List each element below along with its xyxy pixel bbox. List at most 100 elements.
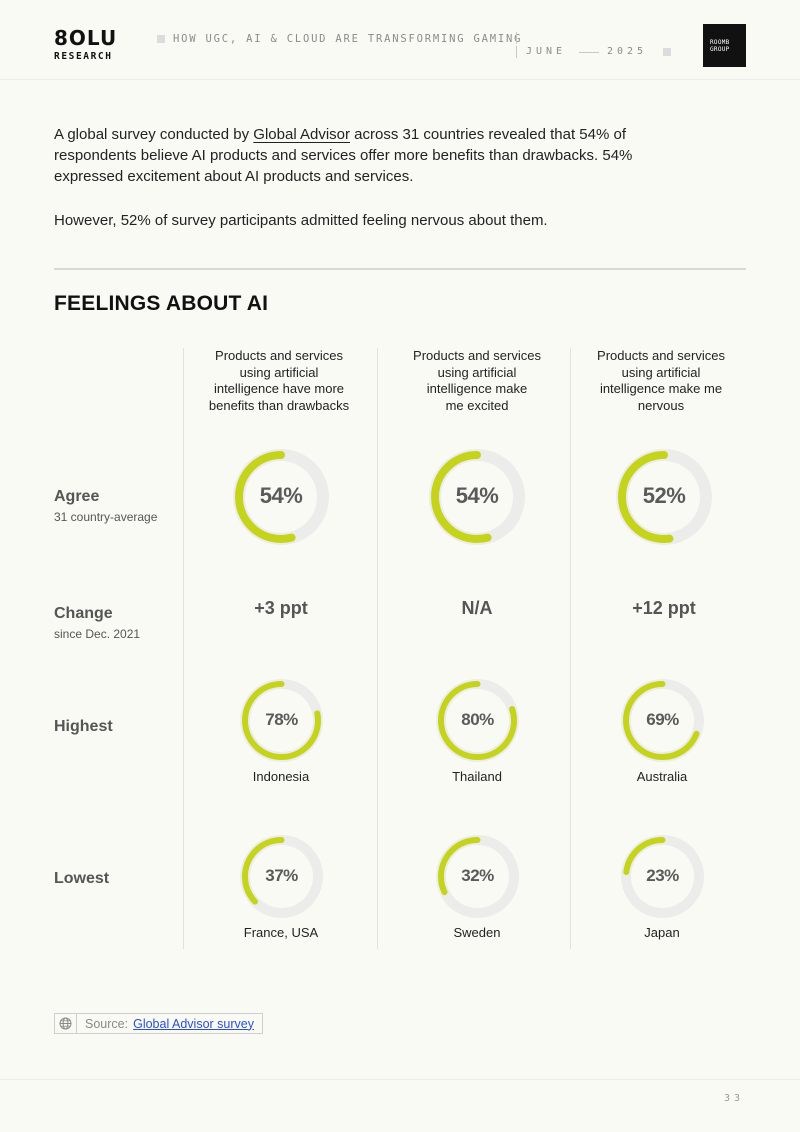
lowest-country-excited: Sweden — [453, 925, 501, 940]
lowest-donut-benefits: 37% — [239, 834, 324, 919]
change-value-nervous: +12 ppt — [632, 598, 696, 618]
donut-progress-arc — [438, 837, 517, 916]
column-header-line: me excited — [445, 397, 509, 413]
header-square-icon — [663, 48, 671, 56]
page-header: 8OLU RESEARCH HOW UGC, AI & CLOUD ARE TR… — [0, 0, 800, 80]
partner-logo[interactable]: ROOMB GROUP — [703, 24, 746, 67]
row-label-change: Change — [54, 605, 113, 622]
intro-text: across 31 countries revealed that 54% of… — [54, 126, 633, 185]
donut-value: 80% — [461, 709, 494, 729]
column-divider — [377, 348, 378, 949]
donut-progress-arc — [431, 451, 523, 543]
donut-value: 52% — [642, 483, 686, 509]
column-header-line: nervous — [637, 397, 685, 413]
donut-hole — [441, 461, 513, 533]
row-label-agree: Agree — [54, 488, 100, 505]
column-header-line: Products and services — [597, 348, 725, 363]
footer-divider — [0, 1079, 800, 1080]
donut-hole — [631, 845, 694, 908]
page-number: 33 — [724, 1093, 745, 1104]
column-divider — [183, 348, 184, 949]
partner-logo-line: GROUP — [710, 46, 730, 53]
brand-logo-subtitle: RESEARCH — [54, 51, 113, 62]
agree-donut-benefits: 54% — [232, 448, 330, 546]
highest-donut-nervous: 69% — [620, 678, 705, 763]
report-year: 2025 — [607, 46, 648, 57]
globe-icon — [55, 1014, 77, 1033]
donut-value: 37% — [265, 865, 298, 885]
donut-progress-arc — [618, 451, 710, 543]
report-title: HOW UGC, AI & CLOUD ARE TRANSFORMING GAM… — [173, 33, 523, 45]
column-header-line: intelligence have more — [213, 381, 345, 396]
donut-value: 78% — [265, 709, 298, 729]
lowest-donut-excited: 32% — [435, 834, 520, 919]
column-header-excited: Products and services using artificial i… — [387, 348, 567, 414]
intro-paragraph-2: However, 52% of survey participants admi… — [54, 212, 548, 229]
donut-hole — [446, 689, 509, 752]
highest-country-benefits: Indonesia — [252, 769, 310, 784]
donut-value: 32% — [461, 865, 494, 885]
donut-progress-arc — [623, 837, 702, 916]
row-sublabel-change: since Dec. 2021 — [54, 627, 141, 641]
row-label-highest: Highest — [54, 718, 113, 735]
donut-hole — [628, 461, 700, 533]
row-sublabel-agree: 31 country-average — [54, 510, 158, 524]
donut-chart — [436, 679, 519, 762]
column-header-line: using artificial — [437, 364, 517, 380]
donut-progress-arc — [623, 681, 702, 760]
donut-hole — [250, 845, 313, 908]
donut-hole — [245, 461, 317, 533]
intro-text: A global survey conducted by — [54, 126, 254, 143]
column-header-benefits: Products and services using artificial i… — [189, 348, 369, 414]
section-divider — [54, 268, 746, 270]
source-link[interactable]: Global Advisor survey — [133, 1016, 254, 1031]
donut-chart — [436, 835, 519, 918]
intro-paragraph: A global survey conducted by Global Advi… — [54, 124, 694, 187]
date-separator — [579, 52, 599, 53]
highest-country-excited: Thailand — [452, 769, 502, 784]
change-value-excited: N/A — [461, 598, 493, 618]
column-header-line: Products and services — [413, 348, 541, 363]
donut-hole — [250, 689, 313, 752]
column-header-line: intelligence make me — [599, 381, 723, 396]
column-header-line: intelligence make — [426, 381, 528, 396]
brand-logo[interactable]: 8OLU — [54, 26, 118, 50]
donut-chart — [621, 835, 704, 918]
donut-value: 23% — [646, 865, 679, 885]
donut-progress-arc — [242, 681, 321, 760]
header-divider — [516, 32, 517, 44]
report-month: JUNE — [526, 46, 567, 57]
donut-value: 54% — [259, 483, 303, 509]
highest-country-nervous: Australia — [636, 769, 688, 784]
column-divider — [570, 348, 571, 949]
donut-chart — [429, 449, 525, 545]
agree-donut-excited: 54% — [428, 448, 526, 546]
column-header-nervous: Products and services using artificial i… — [571, 348, 751, 414]
source-box: Source: Global Advisor survey — [54, 1013, 263, 1034]
agree-donut-nervous: 52% — [615, 448, 713, 546]
donut-chart — [616, 449, 712, 545]
donut-chart — [240, 679, 323, 762]
lowest-country-benefits: France, USA — [243, 925, 319, 940]
donut-value: 54% — [455, 483, 499, 509]
column-header-line: benefits than drawbacks — [208, 397, 350, 413]
source-text: Source: Global Advisor survey — [77, 1017, 262, 1031]
lowest-donut-nervous: 23% — [620, 834, 705, 919]
lowest-country-nervous: Japan — [644, 925, 680, 940]
highest-donut-benefits: 78% — [239, 678, 324, 763]
column-header-line: using artificial — [239, 364, 319, 380]
donut-progress-arc — [235, 451, 327, 543]
partner-logo-line: ROOMB — [710, 39, 730, 46]
column-header-line: Products and services — [215, 348, 343, 363]
donut-progress-arc — [438, 681, 517, 760]
donut-hole — [446, 845, 509, 908]
donut-chart — [233, 449, 329, 545]
source-label: Source: — [85, 1016, 129, 1031]
section-title: FEELINGS ABOUT AI — [54, 292, 269, 315]
row-label-lowest: Lowest — [54, 870, 110, 887]
donut-value: 69% — [646, 709, 679, 729]
global-advisor-link[interactable]: Global Advisor — [253, 126, 351, 143]
donut-chart — [240, 835, 323, 918]
donut-hole — [631, 689, 694, 752]
column-header-line: using artificial — [621, 364, 701, 380]
